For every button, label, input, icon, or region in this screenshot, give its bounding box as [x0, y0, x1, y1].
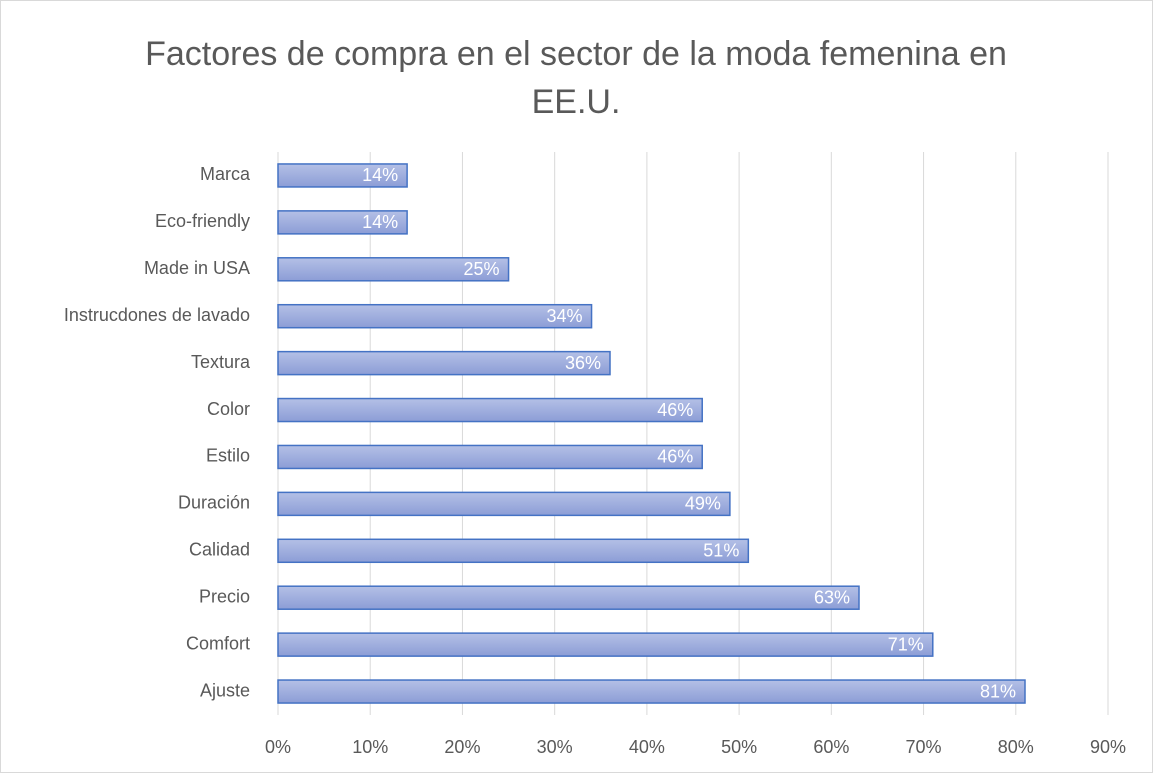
bar: [277, 444, 703, 470]
value-label: 81%: [980, 681, 1016, 701]
chart-title: Factores de compra en el sector de la mo…: [145, 35, 1007, 121]
value-label: 36%: [565, 353, 601, 373]
x-tick-label: 20%: [444, 737, 480, 757]
value-label: 71%: [888, 634, 924, 654]
y-tick-label: Marca: [200, 164, 251, 184]
bar: [277, 679, 1026, 704]
bar: [277, 257, 510, 282]
y-tick-label: Duración: [178, 493, 250, 513]
value-label: 46%: [657, 447, 693, 467]
y-tick-label: Eco-friendly: [155, 211, 250, 231]
value-label: 14%: [362, 212, 398, 232]
x-tick-label: 80%: [998, 737, 1034, 757]
x-tick-label: 40%: [629, 737, 665, 757]
y-tick-label: Calidad: [189, 540, 250, 560]
bar: [277, 350, 611, 376]
y-tick-label: Made in USA: [144, 258, 250, 278]
value-label: 49%: [685, 494, 721, 514]
bar: [277, 632, 934, 657]
y-tick-label: Textura: [191, 352, 251, 372]
bar: [277, 538, 750, 564]
y-tick-label: Comfort: [186, 633, 250, 653]
y-tick-label: Instrucdones de lavado: [64, 305, 250, 325]
bar: [277, 163, 408, 188]
x-tick-label: 30%: [537, 737, 573, 757]
y-tick-label: Estilo: [206, 446, 250, 466]
value-label: 46%: [657, 400, 693, 420]
bar: [277, 491, 731, 517]
y-tick-label: Ajuste: [200, 680, 250, 700]
bar: [277, 585, 860, 610]
x-tick-label: 50%: [721, 737, 757, 757]
bar: [277, 303, 593, 329]
y-tick-label: Color: [207, 399, 250, 419]
bar: [277, 210, 408, 235]
y-tick-label: Precio: [199, 586, 250, 606]
value-label: 14%: [362, 165, 398, 185]
value-label: 51%: [703, 541, 739, 561]
x-tick-label: 60%: [813, 737, 849, 757]
x-tick-label: 10%: [352, 737, 388, 757]
value-label: 34%: [547, 306, 583, 326]
x-tick-label: 70%: [906, 737, 942, 757]
x-tick-label: 0%: [265, 737, 291, 757]
value-label: 25%: [464, 259, 500, 279]
value-label: 63%: [814, 587, 850, 607]
bar: [277, 397, 703, 423]
x-tick-label: 90%: [1090, 737, 1126, 757]
